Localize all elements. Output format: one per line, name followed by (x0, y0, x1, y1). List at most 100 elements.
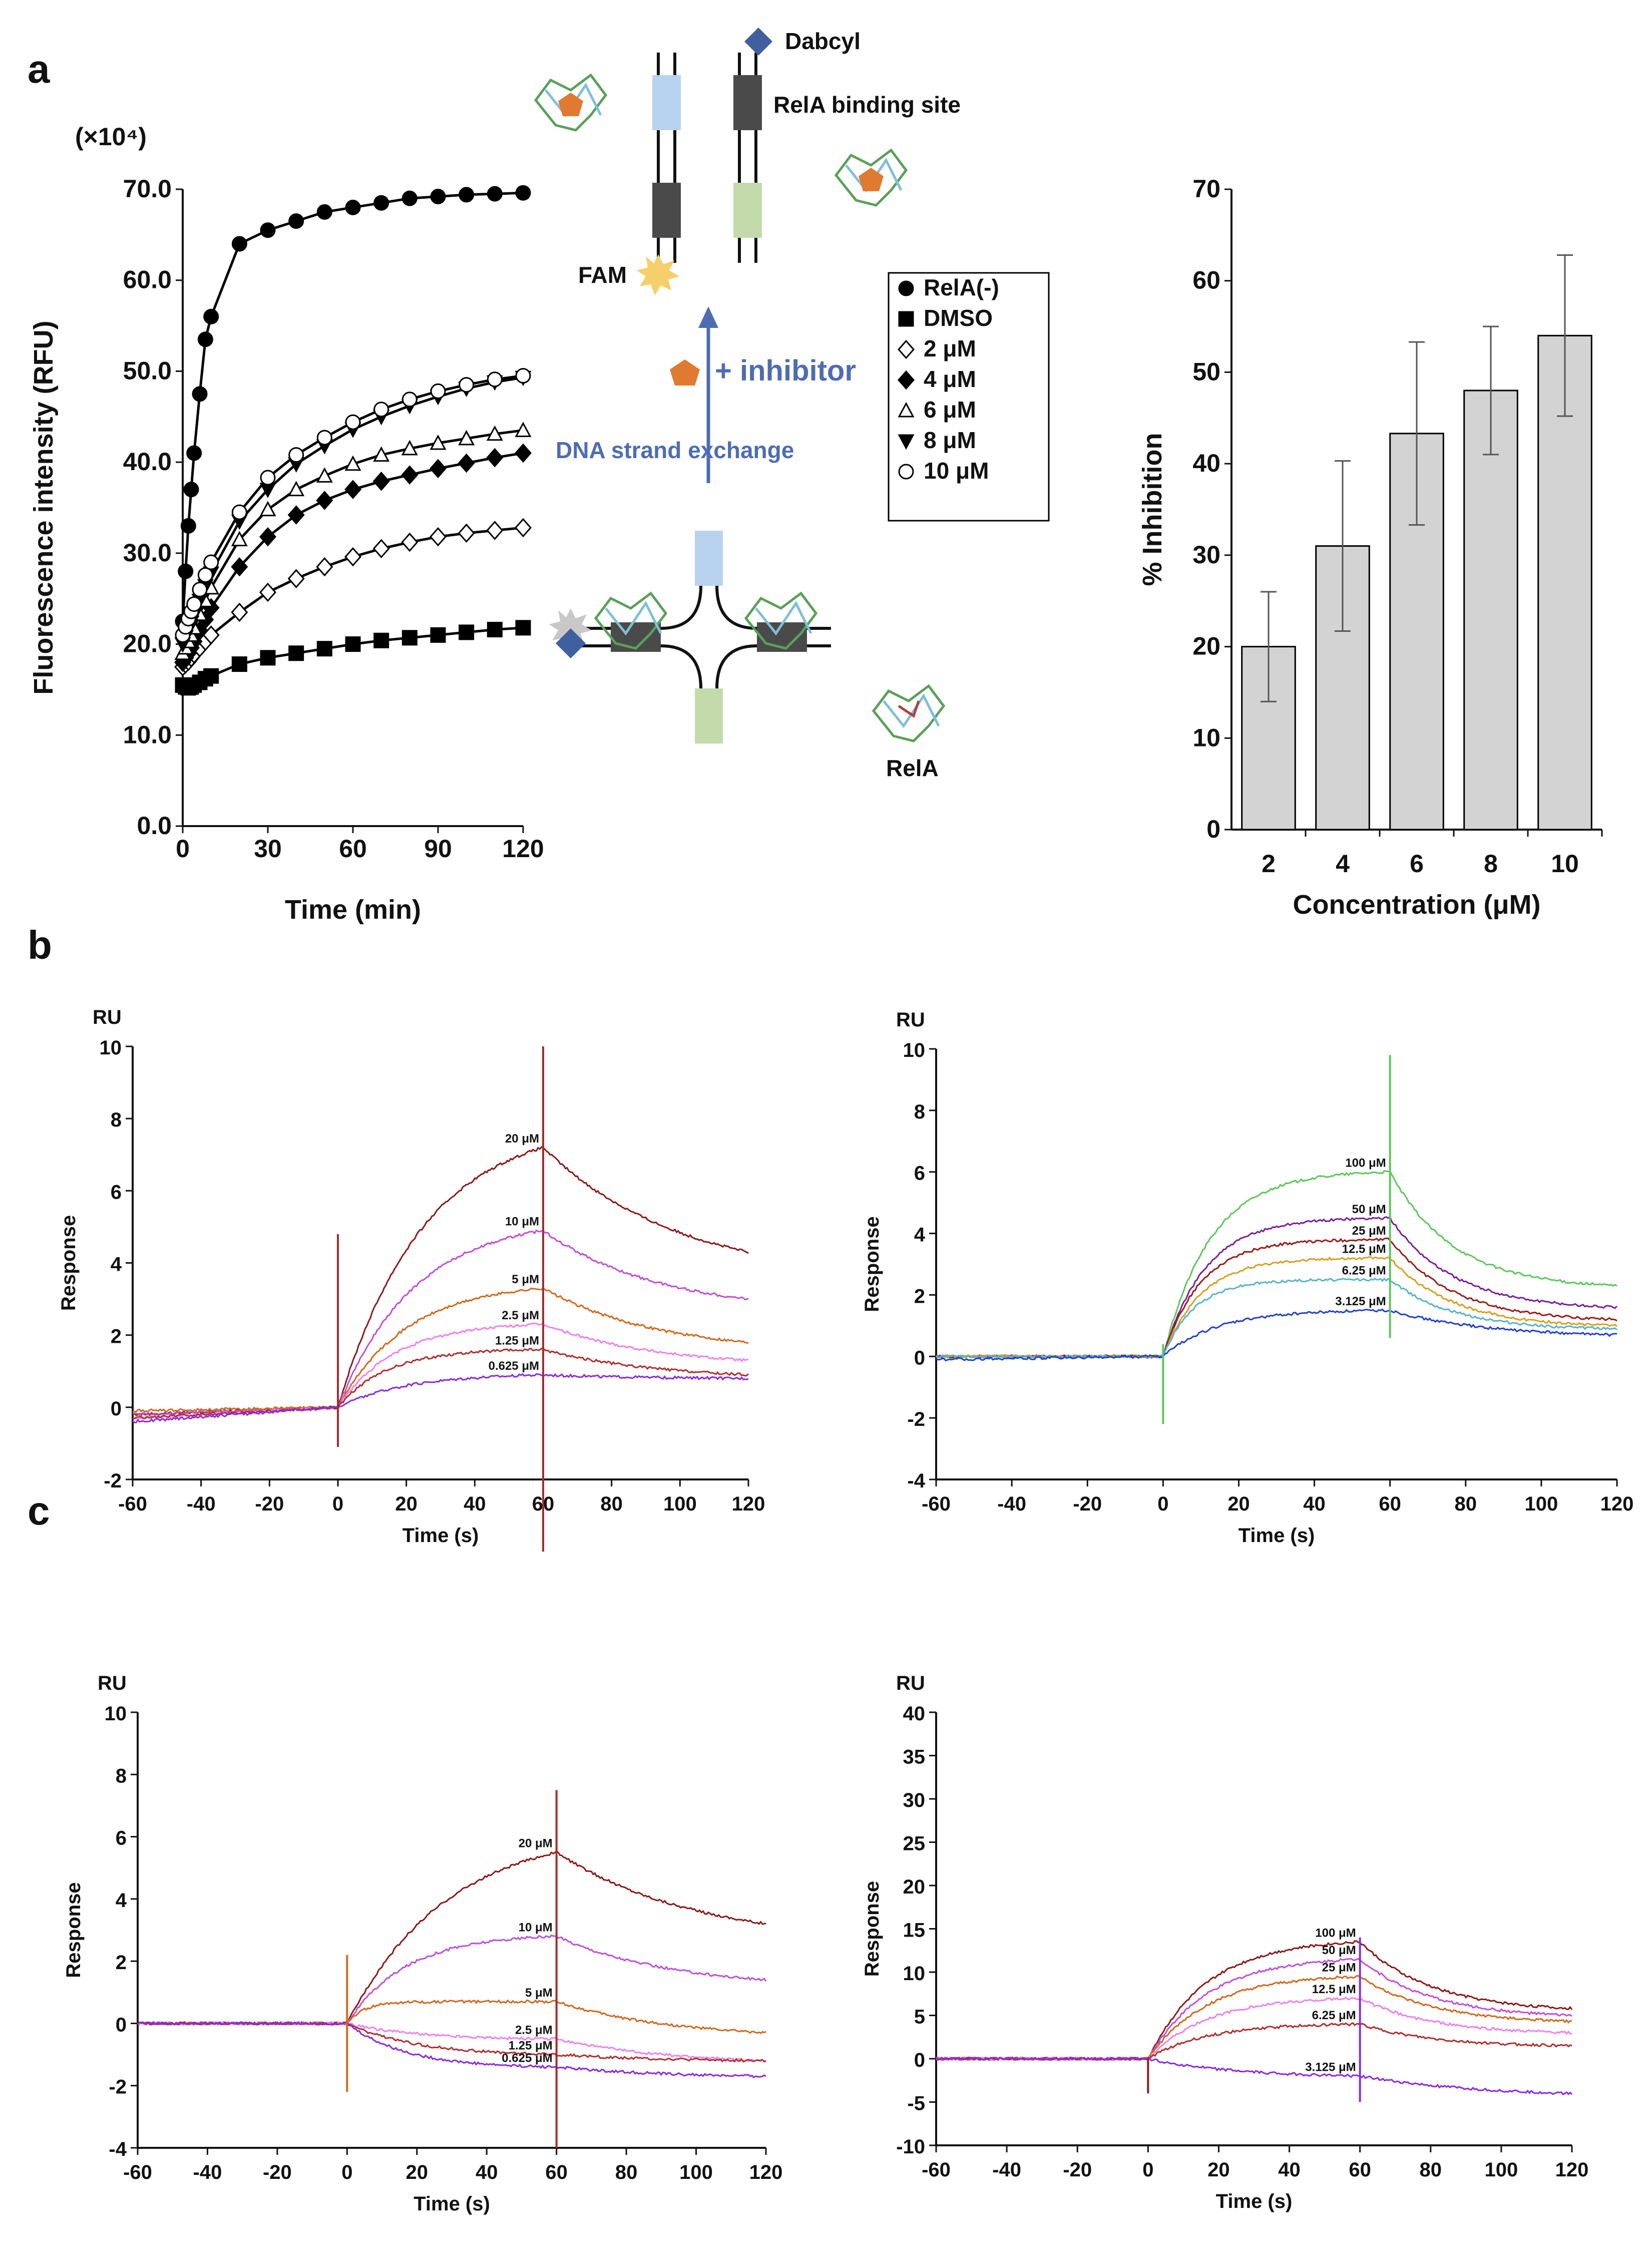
x-tick-label: 20 (1227, 1493, 1250, 1515)
y-axis-title: % Inhibition (1137, 433, 1167, 586)
x-tick-label: 120 (732, 1493, 765, 1515)
inhibitor-pentagon-icon (670, 359, 700, 386)
y-tick-label: -2 (109, 2076, 127, 2098)
x-tick-label: 0 (176, 835, 190, 863)
y-tick-label: 0 (1206, 815, 1220, 843)
data-point (192, 386, 208, 402)
y-tick-label: 10 (100, 1037, 122, 1059)
y-tick-label: 40 (903, 1703, 926, 1725)
unit-note: RU (98, 1672, 127, 1694)
data-point (459, 377, 475, 393)
concentration-label: 1.25 μM (495, 1334, 539, 1348)
data-point (260, 222, 276, 238)
unit-note: RU (896, 1009, 925, 1031)
x-tick-label: 30 (254, 835, 282, 863)
x-tick-label: 80 (600, 1493, 623, 1515)
sensorgram-line (137, 2021, 766, 2078)
sensorgram-line (935, 2056, 1573, 2096)
data-point (231, 236, 247, 252)
concentration-label: 100 μM (1345, 1157, 1386, 1170)
data-point (373, 632, 389, 648)
data-point (316, 430, 332, 446)
data-point (231, 557, 248, 577)
data-point (316, 204, 332, 220)
y-tick-label: 6 (914, 1163, 925, 1185)
data-point (231, 602, 248, 622)
fam-star-icon (637, 254, 679, 295)
data-point (430, 189, 446, 205)
legend-marker (898, 402, 915, 418)
x-tick-label: 120 (749, 2161, 783, 2183)
y-tick-label: 30 (1192, 541, 1220, 569)
x-tick-label: -20 (263, 2161, 292, 2183)
y-tick-label: -4 (109, 2138, 127, 2160)
y-tick-label: 10 (903, 1039, 926, 1061)
data-point (515, 620, 531, 636)
inhibition-bar-chart: 0 10 20 30 40 50 60 70 2 4 6 8 10 Concentration (μM)%… (1137, 175, 1603, 920)
x-tick-label: -20 (1073, 1493, 1102, 1515)
data-point (429, 527, 447, 547)
data-point (372, 539, 390, 559)
strand-exchange-diagram: Dabcyl RelA binding site FAM + inhibitor… (534, 28, 961, 781)
x-tick-label: 0 (1157, 1493, 1168, 1515)
data-point (288, 213, 304, 229)
x-tick-label: -20 (1063, 2159, 1092, 2181)
legend-marker (898, 311, 914, 327)
x-tick-label: 40 (476, 2161, 498, 2183)
concentration-label: 6.25 μM (1312, 2009, 1356, 2022)
fam-label: FAM (578, 262, 627, 288)
data-point (197, 331, 213, 347)
y-axis-title: Response (58, 1215, 80, 1311)
protein-with-inhibitor-icon-right (834, 148, 908, 207)
x-tick-label: -40 (997, 1493, 1026, 1515)
panel-label-b: b (28, 923, 52, 967)
y-tick-label: 15 (903, 1920, 926, 1942)
panel-label-a: a (28, 47, 50, 91)
y-tick-label: 4 (111, 1254, 122, 1276)
x-tick-label: 4 (1336, 850, 1350, 878)
rela-protein-icon (872, 684, 946, 742)
sensorgram-line (132, 1146, 749, 1417)
sensorgram-line (138, 1999, 766, 2034)
sensorgram-line (936, 1237, 1617, 1359)
bar (1463, 390, 1518, 831)
data-point (203, 554, 219, 570)
x-tick-label: -40 (992, 2159, 1021, 2181)
data-point (515, 185, 531, 201)
data-point (288, 447, 304, 463)
y-tick-label: -4 (907, 1470, 925, 1492)
data-point (183, 482, 199, 498)
data-point (373, 195, 389, 211)
y-tick-label: -2 (907, 1408, 925, 1430)
data-point (345, 636, 361, 652)
data-point (514, 518, 532, 538)
data-point (401, 392, 418, 408)
data-point (231, 531, 248, 547)
x-tick-label: 0 (332, 1493, 343, 1515)
concentration-label: 5 μM (525, 1986, 553, 2000)
protein-with-inhibitor-icon (534, 73, 608, 132)
concentration-label: 2.5 μM (502, 1309, 539, 1322)
concentration-label: 12.5 μM (1312, 1983, 1356, 1996)
x-tick-label: 60 (339, 835, 367, 863)
sensorgram-line (137, 2021, 766, 2063)
y-tick-label: 0 (914, 1347, 925, 1369)
y-tick-label: 60.0 (123, 266, 172, 294)
y-tick-label: 8 (116, 1765, 127, 1787)
x-tick-label: -60 (118, 1493, 147, 1515)
x-tick-label: 120 (502, 835, 544, 863)
y-tick-label: 10 (105, 1703, 127, 1725)
data-point (316, 491, 333, 510)
x-tick-label: -40 (193, 2161, 222, 2183)
legend-marker (898, 280, 914, 296)
y-tick-label: 6 (111, 1181, 122, 1203)
concentration-label: 1.25 μM (509, 2039, 553, 2053)
data-point (316, 557, 333, 577)
concentration-label: 3.125 μM (1305, 2061, 1356, 2074)
data-point (486, 425, 503, 441)
data-point (458, 453, 475, 473)
data-point (459, 624, 475, 640)
data-point (458, 430, 475, 446)
y-tick-label: 50.0 (123, 356, 172, 385)
data-point (231, 656, 247, 672)
